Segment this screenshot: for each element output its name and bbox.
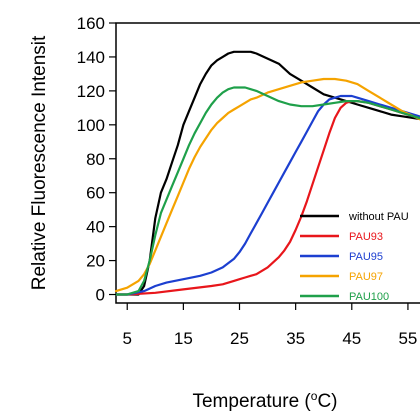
x-tick-label: 55 bbox=[398, 329, 417, 348]
y-tick-label: 0 bbox=[96, 286, 105, 305]
y-axis-ticks: 0 20 40 60 80 100 120 140 160 bbox=[77, 14, 116, 305]
y-tick-label: 80 bbox=[86, 150, 105, 169]
series-line-pau95 bbox=[116, 96, 420, 295]
y-tick-label: 60 bbox=[86, 184, 105, 203]
legend-label: without PAU bbox=[348, 211, 409, 223]
y-axis-title: Relative Fluorescence Intensit bbox=[29, 35, 50, 290]
x-axis-title-main: Temperature ( bbox=[192, 391, 311, 412]
x-axis-title: Temperature (oC) bbox=[192, 389, 337, 412]
y-tick-label: 160 bbox=[77, 14, 105, 33]
legend-label: PAU93 bbox=[349, 231, 383, 243]
x-axis-title-unit: C) bbox=[317, 391, 337, 412]
legend: without PAU PAU93 PAU95 PAU97 PAU100 bbox=[300, 211, 409, 303]
x-tick-label: 25 bbox=[230, 329, 249, 348]
x-tick-label: 45 bbox=[342, 329, 361, 348]
x-tick-label: 15 bbox=[174, 329, 193, 348]
y-tick-label: 140 bbox=[77, 48, 105, 67]
legend-label: PAU100 bbox=[349, 291, 389, 303]
y-tick-label: 20 bbox=[86, 252, 105, 271]
legend-label: PAU97 bbox=[349, 271, 383, 283]
y-tick-label: 120 bbox=[77, 82, 105, 101]
x-tick-label: 5 bbox=[122, 329, 131, 348]
legend-label: PAU95 bbox=[349, 251, 383, 263]
x-axis-ticks: 5 15 25 35 45 55 bbox=[122, 303, 417, 348]
series-line-pau93 bbox=[116, 101, 420, 294]
y-tick-label: 40 bbox=[86, 218, 105, 237]
y-tick-label: 100 bbox=[77, 116, 105, 135]
x-tick-label: 35 bbox=[286, 329, 305, 348]
